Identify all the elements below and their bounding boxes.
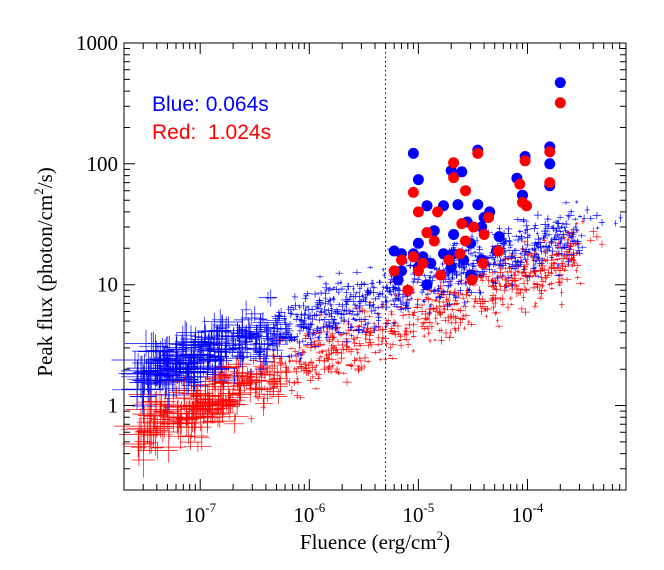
- data-point: [456, 166, 468, 178]
- legend-entry-red: Red: 1.024s: [152, 121, 271, 144]
- data-point: [388, 265, 400, 277]
- data-point: [412, 174, 424, 186]
- data-point: [412, 237, 424, 249]
- data-point: [554, 77, 566, 89]
- data-point: [396, 254, 407, 266]
- x-tick-label: 10-6: [293, 500, 325, 527]
- highlighted-points: [388, 77, 566, 296]
- legend-entry-blue: Blue: 0.064s: [152, 93, 269, 116]
- data-point: [454, 248, 466, 260]
- series-red: [388, 97, 566, 296]
- y-tick-label: 100: [87, 152, 119, 176]
- data-point: [544, 146, 556, 158]
- data-point: [421, 279, 433, 291]
- data-point: [392, 274, 404, 286]
- data-point: [448, 172, 460, 184]
- data-point: [493, 231, 505, 243]
- data-point: [428, 235, 440, 247]
- data-point: [544, 158, 556, 170]
- x-tick-label: 10-4: [512, 500, 544, 527]
- y-tick-label: 1: [108, 394, 119, 418]
- data-point: [460, 235, 471, 247]
- data-point: [544, 177, 556, 189]
- data-point: [421, 200, 433, 212]
- data-point: [554, 97, 566, 109]
- data-point: [456, 218, 468, 230]
- data-point: [412, 206, 424, 218]
- x-axis-title: Fluence (erg/cm2): [300, 528, 450, 554]
- x-tick-label: 10-7: [184, 500, 216, 527]
- tick-marks: [123, 42, 627, 491]
- data-point: [432, 206, 444, 218]
- y-axis-title: Peak flux (photon/cm2/s): [31, 167, 57, 376]
- data-point: [460, 185, 471, 197]
- data-point: [478, 229, 490, 240]
- data-point: [407, 186, 419, 198]
- data-point: [468, 221, 479, 233]
- data-point: [407, 251, 419, 263]
- data-point: [514, 178, 526, 190]
- data-point: [483, 212, 495, 223]
- data-point: [448, 157, 460, 169]
- background-error-bar-scatter: [111, 200, 623, 478]
- data-point: [452, 199, 464, 211]
- y-tick-label: 1000: [76, 31, 118, 55]
- y-tick-label: 10: [97, 273, 118, 297]
- data-point: [492, 245, 504, 257]
- data-point: [425, 257, 437, 269]
- data-point: [448, 229, 460, 240]
- data-point: [443, 254, 455, 266]
- data-point: [407, 147, 419, 159]
- data-point: [519, 155, 531, 167]
- axis-ticks: [123, 42, 627, 491]
- data-point: [412, 265, 424, 277]
- data-point: [435, 269, 447, 281]
- data-point: [466, 274, 478, 286]
- data-point: [402, 284, 414, 296]
- data-point: [521, 200, 532, 212]
- axis-tick-labels: 10-7 10-6 10-5 10-4 1 10 100 1000: [76, 31, 544, 527]
- data-point: [421, 227, 433, 239]
- data-point: [472, 199, 484, 211]
- data-point: [472, 147, 484, 159]
- data-point: [477, 257, 489, 269]
- x-tick-label: 10-5: [402, 500, 434, 527]
- series-blue: [388, 77, 566, 291]
